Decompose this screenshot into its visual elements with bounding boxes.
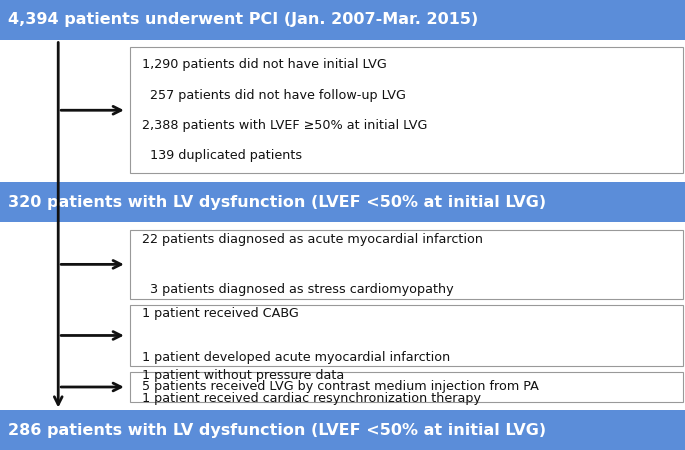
Text: 3 patients diagnosed as stress cardiomyopathy: 3 patients diagnosed as stress cardiomyo…: [142, 283, 454, 296]
Text: 257 patients did not have follow-up LVG: 257 patients did not have follow-up LVG: [142, 89, 406, 102]
Text: 320 patients with LV dysfunction (LVEF <50% at initial LVG): 320 patients with LV dysfunction (LVEF <…: [8, 194, 547, 210]
Bar: [130, 47, 683, 173]
Text: 139 duplicated patients: 139 duplicated patients: [142, 149, 303, 162]
Text: 286 patients with LV dysfunction (LVEF <50% at initial LVG): 286 patients with LV dysfunction (LVEF <…: [8, 423, 547, 438]
Text: 1 patient received CABG: 1 patient received CABG: [142, 307, 299, 320]
Bar: [0, 182, 685, 222]
Text: 1,290 patients did not have initial LVG: 1,290 patients did not have initial LVG: [142, 58, 387, 72]
Bar: [130, 230, 683, 299]
Bar: [130, 372, 683, 402]
Text: 1 patient without pressure data: 1 patient without pressure data: [142, 369, 345, 382]
Bar: [0, 410, 685, 450]
Text: 5 patients received LVG by contrast medium injection from PA: 5 patients received LVG by contrast medi…: [142, 381, 539, 393]
Text: 22 patients diagnosed as acute myocardial infarction: 22 patients diagnosed as acute myocardia…: [142, 233, 484, 246]
Text: 1 patient developed acute myocardial infarction: 1 patient developed acute myocardial inf…: [142, 351, 451, 364]
Text: 4,394 patients underwent PCI (Jan. 2007-Mar. 2015): 4,394 patients underwent PCI (Jan. 2007-…: [8, 12, 478, 27]
Text: 2,388 patients with LVEF ≥50% at initial LVG: 2,388 patients with LVEF ≥50% at initial…: [142, 119, 428, 132]
Text: 1 patient received cardiac resynchronization therapy: 1 patient received cardiac resynchroniza…: [142, 392, 482, 405]
Bar: [130, 305, 683, 366]
Bar: [0, 0, 685, 40]
